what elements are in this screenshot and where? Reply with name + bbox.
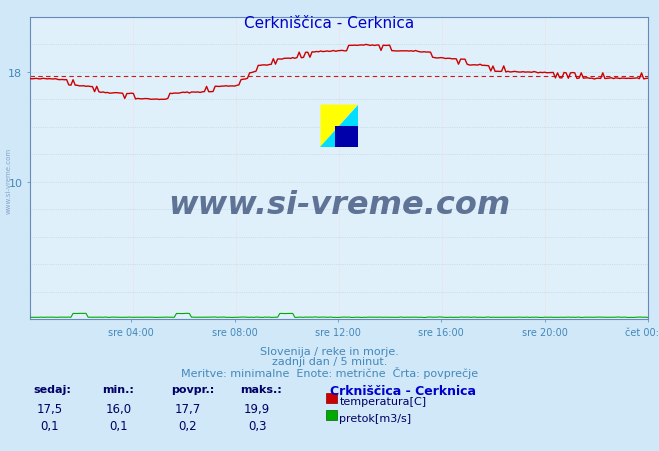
- Polygon shape: [320, 106, 358, 147]
- Polygon shape: [335, 126, 358, 147]
- Text: 17,7: 17,7: [175, 402, 201, 415]
- Text: povpr.:: povpr.:: [171, 384, 215, 394]
- Text: 0,1: 0,1: [40, 419, 59, 433]
- Text: sedaj:: sedaj:: [33, 384, 71, 394]
- Polygon shape: [320, 106, 358, 147]
- Text: Meritve: minimalne  Enote: metrične  Črta: povprečje: Meritve: minimalne Enote: metrične Črta:…: [181, 366, 478, 378]
- Text: 19,9: 19,9: [244, 402, 270, 415]
- Text: www.si-vreme.com: www.si-vreme.com: [5, 147, 12, 213]
- Text: Cerkniščica - Cerknica: Cerkniščica - Cerknica: [244, 16, 415, 31]
- Text: 0,1: 0,1: [109, 419, 128, 433]
- Text: pretok[m3/s]: pretok[m3/s]: [339, 414, 411, 423]
- Text: 17,5: 17,5: [36, 402, 63, 415]
- Text: 0,2: 0,2: [179, 419, 197, 433]
- Text: min.:: min.:: [102, 384, 134, 394]
- Text: www.si-vreme.com: www.si-vreme.com: [168, 189, 510, 220]
- Text: zadnji dan / 5 minut.: zadnji dan / 5 minut.: [272, 356, 387, 366]
- Text: Crkniščica - Cerknica: Crkniščica - Cerknica: [330, 384, 476, 397]
- Text: 16,0: 16,0: [105, 402, 132, 415]
- Text: temperatura[C]: temperatura[C]: [339, 396, 426, 406]
- Text: maks.:: maks.:: [241, 384, 282, 394]
- Text: 0,3: 0,3: [248, 419, 266, 433]
- Text: Slovenija / reke in morje.: Slovenija / reke in morje.: [260, 346, 399, 356]
